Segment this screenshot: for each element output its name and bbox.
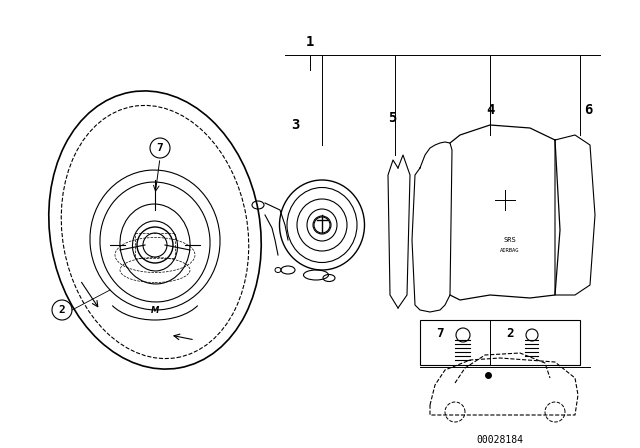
Text: 00028184: 00028184 [477,435,524,445]
Text: M: M [151,306,159,314]
Text: 2: 2 [59,305,65,315]
Text: 4: 4 [486,103,494,117]
Text: 5: 5 [388,111,396,125]
Text: 2: 2 [506,327,514,340]
Text: 7: 7 [157,143,163,153]
Polygon shape [450,125,560,300]
Text: 1: 1 [306,35,314,49]
Text: AIRBAG: AIRBAG [500,247,520,253]
FancyBboxPatch shape [420,320,580,365]
Text: SRS: SRS [504,237,516,243]
Polygon shape [555,135,595,295]
Text: 6: 6 [584,103,592,117]
Text: 7: 7 [436,327,444,340]
Text: 3: 3 [291,118,299,132]
Polygon shape [412,142,452,312]
